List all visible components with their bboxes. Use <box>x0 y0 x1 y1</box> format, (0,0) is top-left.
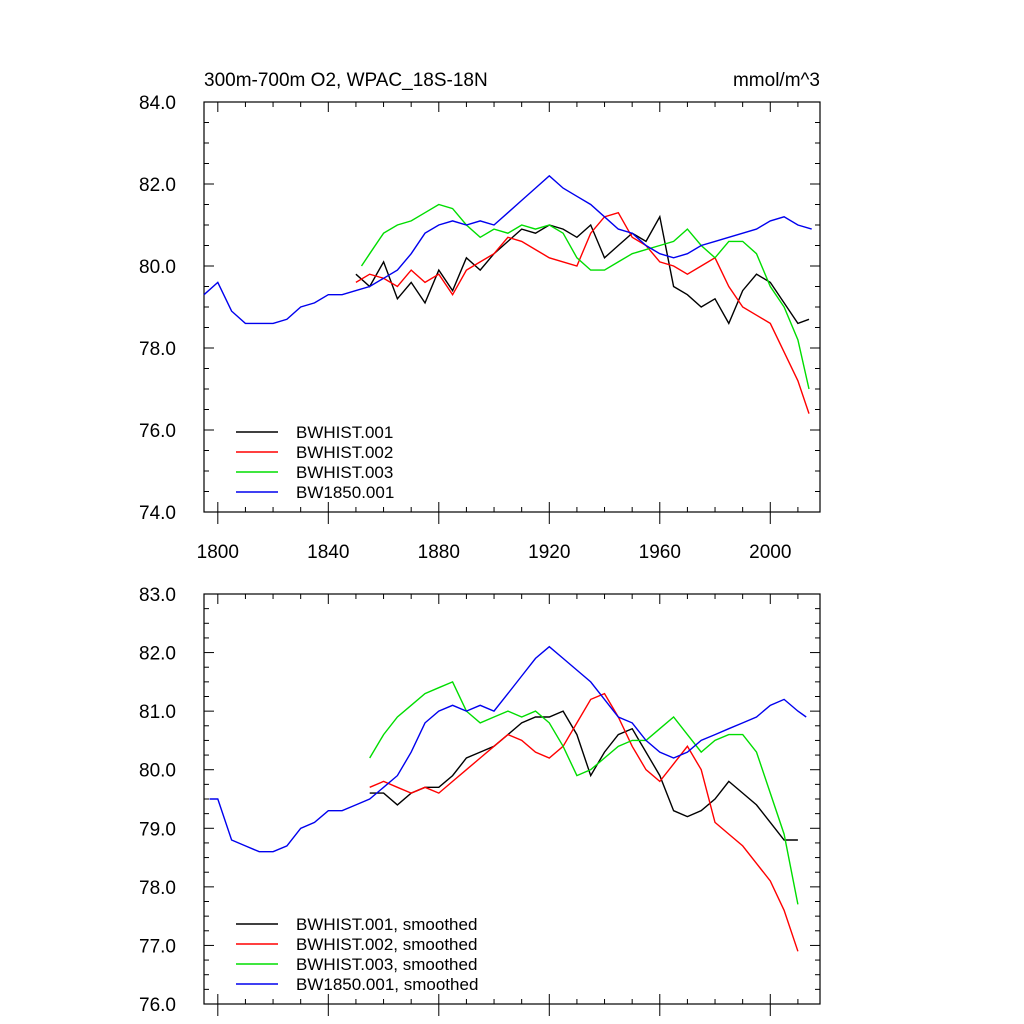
series-line-0 <box>369 710 798 841</box>
legend-label: BWHIST.003 <box>296 463 393 482</box>
y-tick-label: 81.0 <box>139 702 176 723</box>
series-line-3 <box>203 174 812 325</box>
series-line-3 <box>209 645 807 853</box>
legend-label: BWHIST.002, smoothed <box>296 935 477 954</box>
y-tick-label: 82.0 <box>139 644 176 665</box>
x-tick-label: 1800 <box>197 542 239 563</box>
y-tick-label: 74.0 <box>139 503 176 524</box>
figure-units: mmol/m^3 <box>733 70 820 91</box>
y-tick-label: 84.0 <box>139 93 176 114</box>
y-tick-label: 79.0 <box>139 819 176 840</box>
x-tick-label: 1840 <box>307 542 349 563</box>
series-line-2 <box>369 680 799 905</box>
x-tick-label: 1920 <box>528 542 570 563</box>
x-tick-label: 1880 <box>418 542 460 563</box>
legend-label: BWHIST.002 <box>296 443 393 462</box>
bottom-panel: 76.0 77.0 78.0 79.0 80.0 81.0 82.0 83.0 BWHIST.0… <box>139 585 821 1016</box>
series-line-0 <box>355 214 810 325</box>
y-tick-label: 82.0 <box>139 175 176 196</box>
legend-label: BWHIST.001, smoothed <box>296 915 477 934</box>
y-tick-label: 78.0 <box>139 878 176 899</box>
y-tick-label: 76.0 <box>139 421 176 442</box>
y-tick-label: 78.0 <box>139 339 176 360</box>
legend-label: BW1850.001, smoothed <box>296 975 478 994</box>
y-tick-label: 80.0 <box>139 761 176 782</box>
legend-label: BWHIST.003, smoothed <box>296 955 477 974</box>
series-line-2 <box>360 203 810 390</box>
x-tick-label: 1960 <box>639 542 681 563</box>
top-panel: 74.0 76.0 78.0 80.0 82.0 84.0 1800 1840 1880 1920… <box>139 93 821 563</box>
series-line-1 <box>369 692 799 952</box>
legend-label: BW1850.001 <box>296 483 394 502</box>
y-tick-label: 83.0 <box>139 585 176 606</box>
x-tick-label: 2000 <box>749 542 791 563</box>
y-tick-label: 77.0 <box>139 936 176 957</box>
y-tick-label: 80.0 <box>139 257 176 278</box>
figure-title: 300m-700m O2, WPAC_18S-18N <box>204 70 488 91</box>
series-line-1 <box>355 211 810 414</box>
y-tick-label: 76.0 <box>139 995 176 1016</box>
legend-label: BWHIST.001 <box>296 423 393 442</box>
